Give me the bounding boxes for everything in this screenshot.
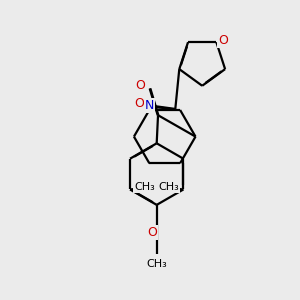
Text: CH₃: CH₃ xyxy=(158,182,179,192)
Text: CH₃: CH₃ xyxy=(146,259,167,269)
Text: O: O xyxy=(136,79,146,92)
Text: N: N xyxy=(145,99,154,112)
Text: O: O xyxy=(134,98,144,110)
Text: O: O xyxy=(218,34,228,47)
Text: O: O xyxy=(147,226,157,239)
Text: CH₃: CH₃ xyxy=(134,182,155,192)
